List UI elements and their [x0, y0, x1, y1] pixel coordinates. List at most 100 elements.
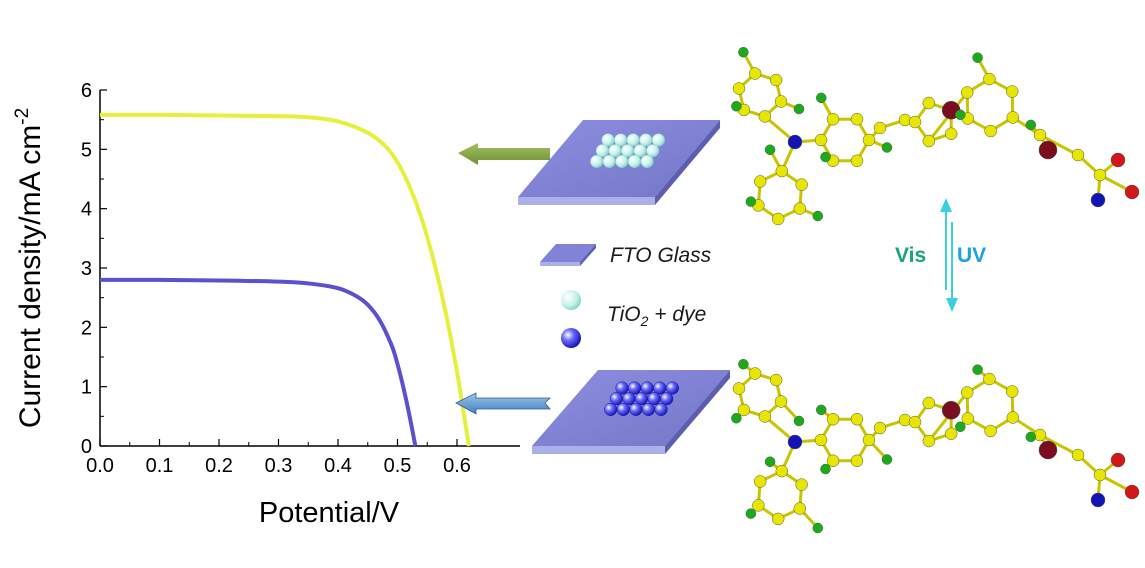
tio2-sphere — [627, 154, 642, 168]
atom — [758, 410, 772, 423]
atom — [922, 134, 936, 148]
tio2-sphere — [604, 402, 618, 416]
atom — [1110, 152, 1126, 168]
tio2-sphere — [629, 402, 643, 416]
series-line-2 — [99, 277, 418, 447]
atom — [787, 134, 803, 150]
atom — [820, 151, 831, 163]
atom — [795, 178, 808, 191]
chart-series — [99, 112, 471, 447]
atom — [793, 202, 807, 215]
atom — [737, 403, 751, 417]
atom — [984, 124, 997, 138]
atom — [944, 427, 958, 440]
atom — [753, 175, 767, 188]
atom — [769, 73, 783, 87]
atom — [795, 478, 808, 491]
atom — [1093, 168, 1107, 182]
molecule-icon — [731, 46, 1140, 226]
tio2-sphere — [590, 154, 604, 168]
y-tick-label: 4 — [81, 199, 92, 221]
bond — [1039, 133, 1079, 157]
atom — [793, 103, 805, 115]
atom — [1005, 85, 1019, 98]
atom — [850, 154, 864, 168]
x-tick-label: 0.3 — [265, 455, 293, 477]
atom — [764, 456, 776, 467]
atom — [745, 508, 757, 519]
atom — [922, 396, 936, 410]
atom — [787, 434, 803, 450]
vis-uv-arrows — [940, 198, 958, 312]
x-tick-label: 0.4 — [324, 455, 352, 477]
bond — [1039, 433, 1079, 457]
atom — [908, 115, 922, 129]
atom — [812, 210, 824, 222]
tio2-sphere — [646, 144, 660, 158]
atom — [873, 421, 887, 435]
atom — [862, 433, 876, 447]
tio2-sphere — [660, 392, 674, 406]
y-tick-label: 6 — [81, 80, 92, 102]
tio2-sphere — [651, 133, 665, 147]
tio2-sphere — [641, 402, 656, 416]
atom — [771, 512, 785, 526]
atom — [922, 96, 936, 110]
tio2-sphere — [654, 402, 668, 416]
atom — [826, 412, 840, 426]
atom — [814, 133, 828, 147]
tio2-sphere — [615, 154, 629, 168]
dye-sphere-icon — [561, 328, 581, 348]
fto-slab-icon — [540, 244, 596, 266]
atom — [1071, 148, 1085, 162]
atom — [745, 196, 757, 207]
atom — [769, 373, 783, 387]
tio2-dye-layer-pale — [590, 133, 665, 168]
atom — [738, 358, 749, 370]
atom — [1005, 385, 1019, 398]
atom — [1071, 448, 1085, 462]
atom — [1038, 140, 1058, 160]
atom — [774, 395, 788, 408]
atom — [960, 386, 974, 399]
x-tick-label: 0.1 — [146, 455, 174, 477]
atom — [814, 433, 828, 447]
atom — [881, 142, 893, 153]
arrow-left-blue-icon — [455, 392, 551, 415]
atom — [815, 92, 827, 104]
atom — [738, 46, 749, 58]
atom — [732, 82, 746, 95]
atom — [983, 372, 996, 386]
atom — [941, 400, 961, 420]
atom — [955, 421, 966, 433]
tio2-dye-layer-blue — [604, 381, 679, 416]
atom — [1033, 428, 1047, 442]
chart-ticks: 0.0 0.1 0.2 0.3 0.4 0.5 0.6 0 1 2 3 4 5 6 — [81, 80, 471, 477]
atom — [758, 110, 772, 123]
atom — [862, 133, 876, 147]
tio2-sphere — [602, 154, 616, 168]
atom — [1006, 111, 1020, 124]
molecule-icon-isomer — [731, 358, 1140, 534]
y-tick-label: 0 — [81, 436, 92, 458]
vis-label: Vis — [895, 244, 927, 267]
atom — [1090, 492, 1106, 508]
atom — [793, 415, 805, 427]
atom — [826, 454, 840, 468]
atom — [793, 502, 807, 515]
atom — [752, 499, 765, 512]
atom — [774, 95, 788, 108]
atom — [1124, 484, 1140, 500]
atom — [972, 364, 983, 375]
atom — [1090, 192, 1106, 208]
atom — [1093, 468, 1107, 482]
atom — [812, 522, 824, 534]
atom — [972, 52, 983, 63]
atom — [1006, 411, 1020, 424]
atom — [955, 109, 966, 121]
atom — [731, 100, 742, 112]
tio2-dye-label: TiO2 + dye — [607, 303, 707, 330]
fto-glass-label: FTO Glass — [610, 244, 712, 267]
uv-label: UV — [957, 244, 987, 267]
